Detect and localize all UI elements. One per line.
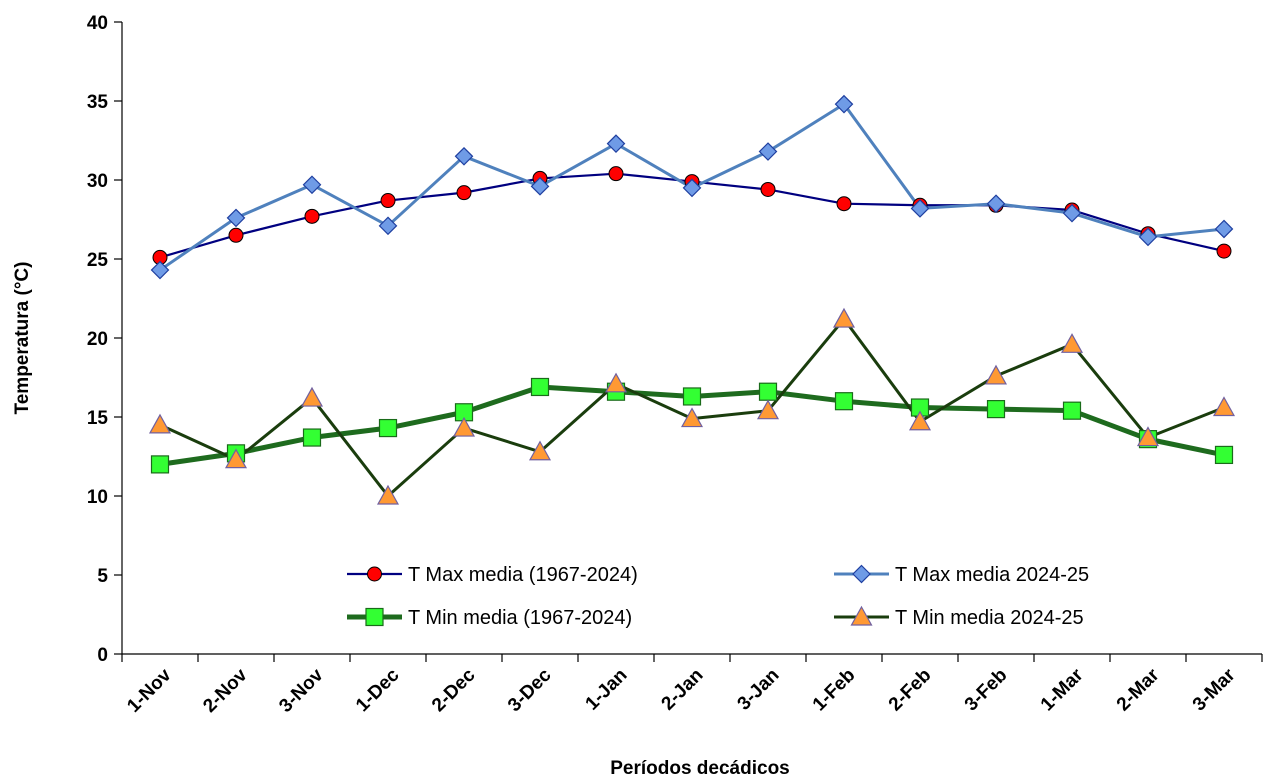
y-tick-label: 5 [97,566,108,587]
legend-marker [850,605,873,626]
series-2-point [910,199,930,218]
y-tick-label: 0 [97,645,108,666]
x-tick-label: 1-Nov [123,664,175,716]
series-4-point [1136,426,1160,447]
series-2-point [1138,227,1158,247]
series-4-point [1060,333,1084,353]
series-3-point [530,377,550,397]
series-3-point [378,418,398,438]
x-tick-label: 2-Jan [658,665,708,715]
y-tick-label: 30 [87,171,108,192]
series-4-point [984,364,1008,385]
series-2-point [530,176,550,196]
series-2-point [834,94,854,114]
x-tick-label: 1-Jan [582,665,632,715]
legend-label: T Max media (1967-2024) [408,564,638,586]
x-tick-label: 3-Dec [504,664,556,716]
series-4-point [376,484,400,505]
series-1-point [836,196,852,212]
series-3-point [302,428,322,447]
series-4-point [528,440,552,461]
series-2-point [606,134,626,154]
y-tick-label: 40 [87,13,108,34]
series-2-point [682,178,702,198]
legend-label: T Max media 2024-25 [895,564,1089,586]
x-tick-label: 3-Feb [961,665,1012,716]
series-4-point [832,307,856,328]
series-2-point [226,208,246,228]
legend-item-1: T Max media (1967-2024) [347,564,638,586]
x-tick-label: 1-Feb [809,665,860,716]
x-tick-label: 2-Dec [428,664,480,716]
series-3-point [150,455,170,474]
series-3-point [834,392,854,411]
series-1-point [304,208,320,224]
x-axis-title: Períodos decádicos [610,758,790,778]
y-tick-label: 35 [87,92,109,113]
y-tick-label: 20 [87,329,108,350]
x-tick-label: 2-Mar [1113,664,1164,715]
legend-item-4: T Min media 2024-25 [834,605,1084,629]
series-2-point [986,194,1006,214]
series-4-point [756,399,780,420]
x-tick-label: 2-Feb [885,665,936,716]
series-4-point [604,372,628,393]
series-2-point [1062,203,1082,223]
x-tick-label: 3-Mar [1189,664,1240,715]
legend-label: T Min media 2024-25 [895,607,1084,629]
series-1-point [760,181,776,197]
legend: T Max media (1967-2024) T Max media 2024-… [347,564,1089,629]
series-2-point [454,146,474,166]
series-1-point [608,166,624,182]
series-2-point [378,216,398,236]
series-4-point [452,416,476,437]
series-layer [148,94,1236,505]
x-tick-label: 3-Nov [275,664,327,716]
legend-item-3: T Min media (1967-2024) [347,607,632,629]
series-4-point [148,413,172,434]
series-3-point [682,387,702,406]
series-4-point [680,407,704,428]
series-2-point [150,260,170,280]
series-4-point [908,410,932,431]
series-4-point [1212,396,1236,417]
series-4-point [300,386,324,407]
y-tick-label: 10 [87,487,108,508]
series-2-point [758,142,778,161]
x-tick-label: 3-Jan [734,665,784,715]
legend-item-2: T Max media 2024-25 [834,564,1089,586]
y-axis-title: Temperatura (°C) [12,262,33,415]
series-1-point [228,227,244,243]
series-4-point [224,448,248,469]
series-1-point [1216,243,1232,259]
legend-marker [365,607,384,627]
x-tick-label: 1-Dec [352,664,404,716]
series-1-point [380,193,396,209]
series-2-point [302,175,322,195]
series-3-point [1214,445,1234,465]
legend-marker [367,566,382,582]
x-tick-label: 2-Nov [199,664,251,716]
y-tick-label: 15 [87,408,109,429]
legend-label: T Min media (1967-2024) [408,607,632,629]
axes: 0 5 10 15 20 25 30 35 40 1-Nov 2-Nov 3-Nov 1-Dec 2-De… [87,13,1263,717]
series-1-point [456,185,472,201]
y-tick-label: 25 [87,250,109,271]
series-2-point [1214,219,1234,239]
series-3-point [758,382,778,401]
series-3-point [986,400,1006,419]
x-tick-label: 1-Mar [1037,664,1088,715]
legend-marker [852,564,871,584]
series-3-point [1062,401,1082,420]
